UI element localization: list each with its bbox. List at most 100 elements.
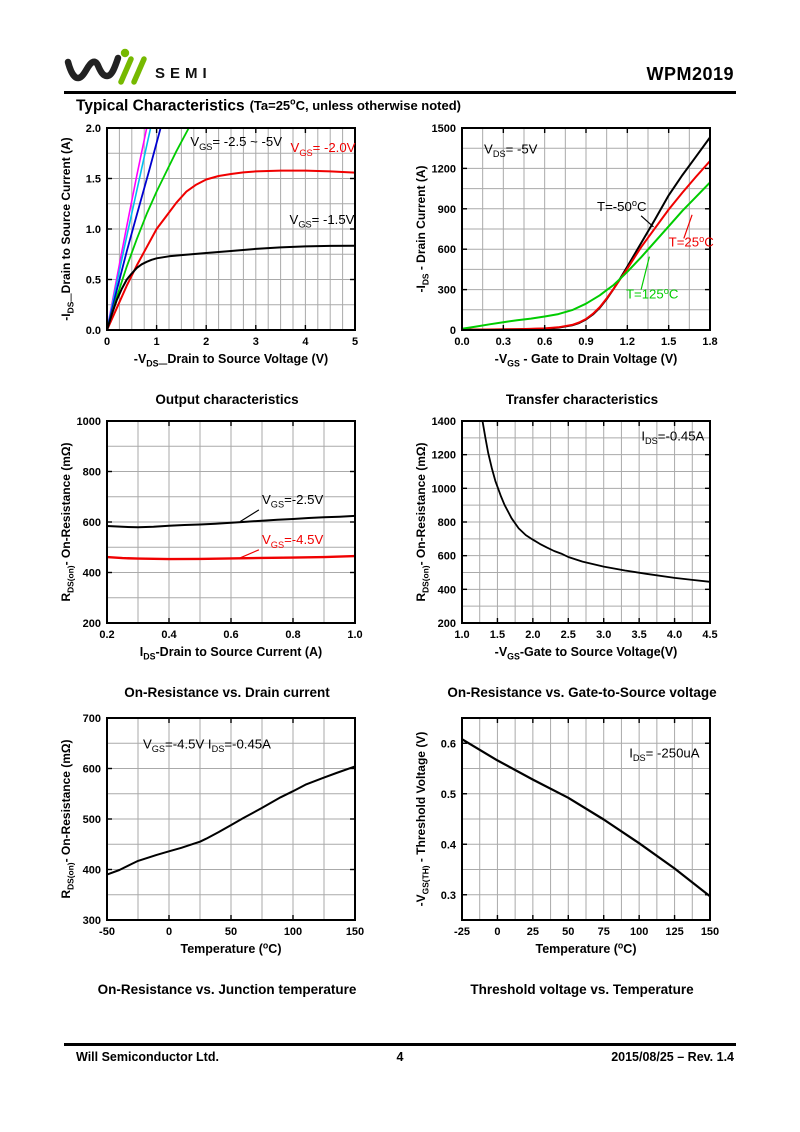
svg-text:400: 400 <box>438 584 456 596</box>
on-resistance-vs-drain-current-chart: 0.2 0.4 0.6 0.8 1.0 200 400 600 800 1000 IDS-Drain… <box>57 411 397 700</box>
plot-border <box>461 717 711 921</box>
svg-text:0.8: 0.8 <box>285 629 300 641</box>
tick-labels: 0 1 2 3 4 5 0.0 0.5 1.0 1.5 2.0 <box>86 123 358 348</box>
chart-annotation: T=125oC <box>626 286 679 302</box>
tick-labels: 0.0 0.3 0.6 0.9 1.2 1.5 1.8 0 300 600 900 1200 1500 <box>432 123 718 348</box>
chart-annotation: VGS= -2.0V <box>291 140 356 158</box>
y-axis-label: -VGS(TH) - Threshold Voltage (V) <box>414 732 431 907</box>
part-number: WPM2019 <box>646 64 734 84</box>
axis-ticks <box>461 718 711 920</box>
svg-text:800: 800 <box>83 467 101 479</box>
svg-text:100: 100 <box>284 926 302 938</box>
gridlines <box>462 128 710 330</box>
on-resistance-vs-junction-temperature-plot: -50 0 50 100 150 300 400 500 600 700 Temperature (… <box>57 708 397 967</box>
chart-annotation: VGS= -1.5V <box>290 212 355 230</box>
svg-text:2: 2 <box>203 336 209 348</box>
svg-text:1.0: 1.0 <box>86 224 101 236</box>
svg-text:0.5: 0.5 <box>86 275 101 287</box>
svg-text:0.0: 0.0 <box>86 325 101 337</box>
series-RDSon <box>481 421 710 583</box>
series-RDSon <box>107 765 355 876</box>
svg-text:0.3: 0.3 <box>496 336 511 348</box>
gridlines <box>107 421 355 623</box>
svg-text:0.4: 0.4 <box>441 839 457 851</box>
x-axis-label: -VGS - Gate to Drain Voltage (V) <box>495 352 678 369</box>
svg-text:0.9: 0.9 <box>578 336 593 348</box>
x-axis-label: Temperature (oC) <box>180 940 281 956</box>
svg-text:2.0: 2.0 <box>86 123 101 135</box>
output-characteristics-svg: 0 1 2 3 4 5 0.0 0.5 1.0 1.5 2.0 -VDS—Drain to Sourc… <box>59 123 358 369</box>
svg-text:200: 200 <box>83 618 101 630</box>
chart-annotation: VGS=-4.5V <box>262 532 324 550</box>
axis-ticks <box>461 420 711 624</box>
series-group <box>107 765 355 876</box>
svg-text:0.6: 0.6 <box>441 738 456 750</box>
svg-text:50: 50 <box>562 926 574 938</box>
series-VGS=-4V <box>107 128 152 330</box>
svg-text:1.2: 1.2 <box>620 336 635 348</box>
footer-company: Will Semiconductor Ltd. <box>76 1050 219 1064</box>
svg-text:900: 900 <box>438 204 456 216</box>
svg-text:1000: 1000 <box>77 416 101 428</box>
svg-text:1.5: 1.5 <box>661 336 676 348</box>
logo-slash-icon <box>118 56 134 85</box>
svg-text:0.6: 0.6 <box>223 629 238 641</box>
series-group <box>481 421 710 583</box>
footer-page-number: 4 <box>396 1050 404 1064</box>
on-resistance-vs-gate-source-voltage-chart: 1.0 1.5 2.0 2.5 3.0 3.5 4.0 4.5 200 400 600 800 1000… <box>412 411 752 700</box>
annotation-leader <box>640 256 650 290</box>
svg-text:1.5: 1.5 <box>490 629 505 641</box>
svg-text:3.5: 3.5 <box>631 629 646 641</box>
svg-text:1400: 1400 <box>432 416 456 428</box>
series-VGS=-2.0V <box>107 169 355 330</box>
series-VGS=-2.5V <box>107 128 190 330</box>
y-axis-label: RDS(on)- On-Resistance (mΩ) <box>59 739 76 898</box>
svg-text:600: 600 <box>438 244 456 256</box>
chart-annotation: IDS=-0.45A <box>641 428 704 446</box>
svg-text:400: 400 <box>83 865 101 877</box>
logo-dot-icon <box>120 48 130 58</box>
chart-annotation: VGS= -2.5 ~ -5V <box>190 134 282 152</box>
tick-labels: 1.0 1.5 2.0 2.5 3.0 3.5 4.0 4.5 200 400 600 800 1000… <box>432 416 718 641</box>
x-axis-label: -VDS—Drain to Source Voltage (V) <box>134 352 328 369</box>
on-resistance-vs-junction-temperature-svg: -50 0 50 100 150 300 400 500 600 700 Temperature (… <box>59 713 364 956</box>
gridlines <box>462 421 710 623</box>
svg-text:0.2: 0.2 <box>99 629 114 641</box>
svg-text:150: 150 <box>346 926 364 938</box>
svg-text:1.0: 1.0 <box>347 629 362 641</box>
series-group <box>107 128 355 330</box>
chart-annotation: VGS=-4.5V IDS=-0.45A <box>143 736 271 754</box>
svg-text:-25: -25 <box>454 926 470 938</box>
svg-text:0.6: 0.6 <box>537 336 552 348</box>
svg-text:1500: 1500 <box>432 123 456 135</box>
axis-ticks <box>106 420 356 624</box>
svg-text:50: 50 <box>225 926 237 938</box>
svg-text:1.0: 1.0 <box>454 629 469 641</box>
logo-slash2-icon <box>131 56 147 85</box>
series-group <box>107 514 355 561</box>
threshold-voltage-vs-temperature-plot: -25 0 25 50 75 100 125 150 0.3 0.4 0.5 0.6 Temperatu… <box>412 708 752 967</box>
chart-caption: Threshold voltage vs. Temperature <box>470 982 694 997</box>
footer-revision: 2015/08/25 – Rev. 1.4 <box>611 1050 734 1064</box>
series-group <box>462 136 710 330</box>
svg-text:-50: -50 <box>99 926 115 938</box>
svg-text:1000: 1000 <box>432 483 456 495</box>
series-VGS=-4.5V <box>107 554 355 561</box>
tick-labels: 0.2 0.4 0.6 0.8 1.0 200 400 600 800 1000 <box>77 416 363 641</box>
svg-text:2.5: 2.5 <box>561 629 576 641</box>
svg-text:0: 0 <box>104 336 110 348</box>
series-T=25C <box>462 160 710 330</box>
svg-text:4: 4 <box>302 336 309 348</box>
chart-caption: Transfer characteristics <box>505 392 659 407</box>
chart-caption: On-Resistance vs. Drain current <box>124 685 330 700</box>
y-axis-label: RDS(on)- On-Resistance (mΩ) <box>59 442 76 601</box>
on-resistance-vs-gate-source-voltage-plot: 1.0 1.5 2.0 2.5 3.0 3.5 4.0 4.5 200 400 600 800 1000… <box>412 411 752 670</box>
output-characteristics-chart: 0 1 2 3 4 5 0.0 0.5 1.0 1.5 2.0 -VDS—Drain to Sourc… <box>57 118 397 407</box>
transfer-characteristics-chart: 0.0 0.3 0.6 0.9 1.2 1.5 1.8 0 300 600 900 1200 1500 -… <box>412 118 752 407</box>
svg-text:200: 200 <box>438 618 456 630</box>
chart-annotation: VGS=-2.5V <box>262 492 324 510</box>
svg-text:4.5: 4.5 <box>702 629 717 641</box>
svg-text:4.0: 4.0 <box>667 629 682 641</box>
axis-ticks <box>106 127 356 331</box>
